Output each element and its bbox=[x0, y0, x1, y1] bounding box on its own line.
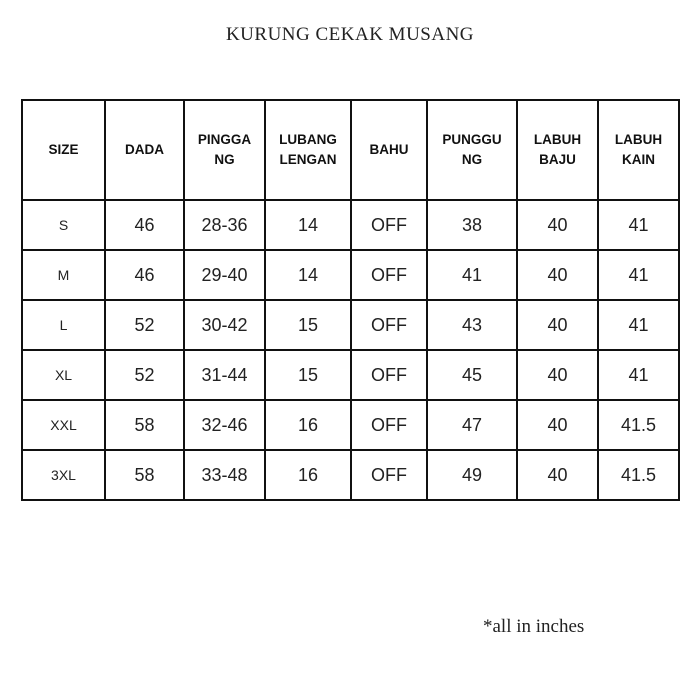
cell-size: XXL bbox=[21, 399, 106, 451]
column-header-size: SIZE bbox=[21, 99, 106, 201]
cell-pinggang: 28-36 bbox=[183, 199, 266, 251]
cell-size: XL bbox=[21, 349, 106, 401]
table-row: XL 52 31-44 15 OFF 45 40 41 bbox=[21, 349, 680, 401]
cell-size: S bbox=[21, 199, 106, 251]
cell-labuh-baju: 40 bbox=[516, 349, 599, 401]
cell-labuh-baju: 40 bbox=[516, 299, 599, 351]
cell-bahu: OFF bbox=[350, 349, 428, 401]
cell-lubang-lengan: 14 bbox=[264, 249, 352, 301]
cell-punggung: 47 bbox=[426, 399, 518, 451]
cell-dada: 58 bbox=[104, 399, 185, 451]
table-row: M 46 29-40 14 OFF 41 40 41 bbox=[21, 249, 680, 301]
cell-lubang-lengan: 15 bbox=[264, 349, 352, 401]
cell-lubang-lengan: 16 bbox=[264, 449, 352, 501]
cell-dada: 52 bbox=[104, 299, 185, 351]
size-chart-table: SIZE DADA PINGGA NG LUBANG LENGAN BAHU PUNGGU… bbox=[21, 99, 680, 501]
cell-labuh-baju: 40 bbox=[516, 399, 599, 451]
cell-bahu: OFF bbox=[350, 199, 428, 251]
cell-size: L bbox=[21, 299, 106, 351]
cell-bahu: OFF bbox=[350, 399, 428, 451]
cell-dada: 46 bbox=[104, 249, 185, 301]
cell-labuh-baju: 40 bbox=[516, 249, 599, 301]
units-note: *all in inches bbox=[483, 616, 585, 637]
page-title: KURUNG CEKAK MUSANG bbox=[225, 24, 475, 45]
cell-labuh-kain: 41 bbox=[597, 349, 680, 401]
column-header-bahu: BAHU bbox=[350, 99, 428, 201]
cell-pinggang: 29-40 bbox=[183, 249, 266, 301]
cell-labuh-kain: 41.5 bbox=[597, 449, 680, 501]
column-header-labuh-kain: LABUH KAIN bbox=[597, 99, 680, 201]
cell-labuh-kain: 41 bbox=[597, 299, 680, 351]
cell-pinggang: 30-42 bbox=[183, 299, 266, 351]
column-header-labuh-baju: LABUH BAJU bbox=[516, 99, 599, 201]
cell-punggung: 45 bbox=[426, 349, 518, 401]
table-row: 3XL 58 33-48 16 OFF 49 40 41.5 bbox=[21, 449, 680, 501]
cell-punggung: 43 bbox=[426, 299, 518, 351]
cell-labuh-baju: 40 bbox=[516, 199, 599, 251]
cell-bahu: OFF bbox=[350, 449, 428, 501]
cell-lubang-lengan: 16 bbox=[264, 399, 352, 451]
cell-pinggang: 31-44 bbox=[183, 349, 266, 401]
cell-pinggang: 33-48 bbox=[183, 449, 266, 501]
cell-bahu: OFF bbox=[350, 299, 428, 351]
cell-size: 3XL bbox=[21, 449, 106, 501]
column-header-lubang-lengan: LUBANG LENGAN bbox=[264, 99, 352, 201]
cell-punggung: 38 bbox=[426, 199, 518, 251]
cell-dada: 46 bbox=[104, 199, 185, 251]
table-row: L 52 30-42 15 OFF 43 40 41 bbox=[21, 299, 680, 351]
header-row: SIZE DADA PINGGA NG LUBANG LENGAN BAHU PUNGGU… bbox=[21, 99, 680, 201]
cell-lubang-lengan: 15 bbox=[264, 299, 352, 351]
column-header-dada: DADA bbox=[104, 99, 185, 201]
table-row: XXL 58 32-46 16 OFF 47 40 41.5 bbox=[21, 399, 680, 451]
cell-punggung: 49 bbox=[426, 449, 518, 501]
cell-labuh-kain: 41 bbox=[597, 199, 680, 251]
cell-bahu: OFF bbox=[350, 249, 428, 301]
cell-dada: 52 bbox=[104, 349, 185, 401]
cell-punggung: 41 bbox=[426, 249, 518, 301]
cell-size: M bbox=[21, 249, 106, 301]
cell-lubang-lengan: 14 bbox=[264, 199, 352, 251]
cell-pinggang: 32-46 bbox=[183, 399, 266, 451]
column-header-pinggang: PINGGA NG bbox=[183, 99, 266, 201]
cell-labuh-kain: 41 bbox=[597, 249, 680, 301]
table-row: S 46 28-36 14 OFF 38 40 41 bbox=[21, 199, 680, 251]
column-header-punggung: PUNGGU NG bbox=[426, 99, 518, 201]
cell-labuh-baju: 40 bbox=[516, 449, 599, 501]
cell-dada: 58 bbox=[104, 449, 185, 501]
cell-labuh-kain: 41.5 bbox=[597, 399, 680, 451]
